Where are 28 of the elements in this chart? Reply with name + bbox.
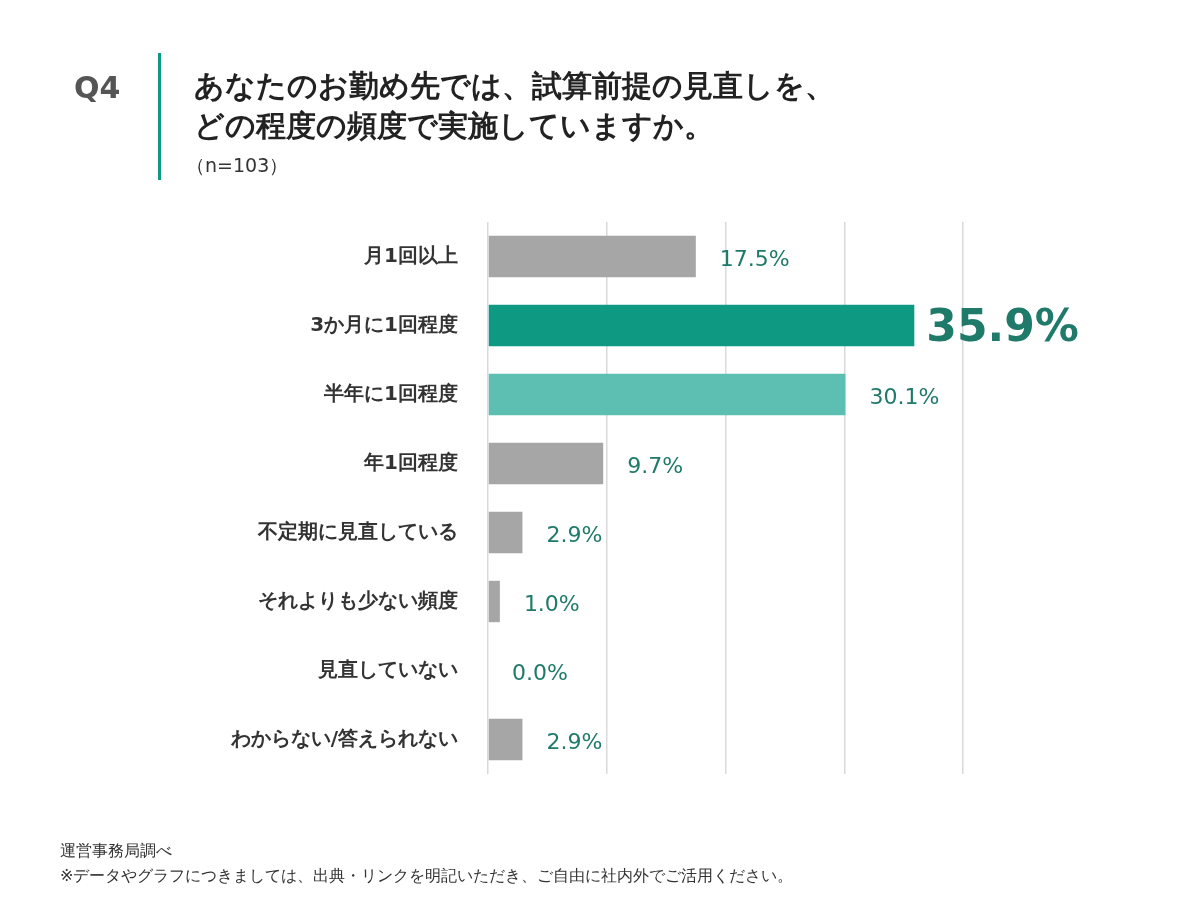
text: （n=103） xyxy=(186,153,289,178)
text: Q4 xyxy=(74,70,121,105)
y-tick-label: 見直していない xyxy=(317,656,458,681)
data-label: 17.5% xyxy=(719,246,790,272)
chart-title: あなたのお勤め先では、試算前提の見直しを、どの程度の頻度で実施していますか。 xyxy=(194,67,836,145)
data-label: 1.0% xyxy=(523,591,580,617)
y-tick-label: 半年に1回程度 xyxy=(323,380,458,405)
y-tick-label: 不定期に見直している xyxy=(257,518,458,543)
data-label: 35.9% xyxy=(926,299,1079,351)
bar xyxy=(488,373,846,416)
data-label: 0.0% xyxy=(512,660,568,686)
bar xyxy=(488,442,604,485)
text: 運営事務局調べ xyxy=(60,840,173,862)
y-tick-label: わからない/答えられない xyxy=(229,725,458,750)
y-tick-label: それよりも少ない頻度 xyxy=(258,587,458,612)
data-label: 9.7% xyxy=(627,453,684,479)
bar xyxy=(488,511,523,554)
data-label: 30.1% xyxy=(869,384,940,410)
y-tick-label: 月1回以上 xyxy=(363,242,458,267)
y-tick-label: 年1回程度 xyxy=(363,449,458,474)
bar xyxy=(488,304,915,347)
text: ※データやグラフにつきましては、出典・リンクを明記いただき、ご自由に社内外でご活用ください。 xyxy=(60,865,794,887)
data-label: 2.9% xyxy=(546,729,603,755)
bar xyxy=(488,580,500,623)
y-tick-label: 3か月に1回程度 xyxy=(310,311,458,336)
bar xyxy=(488,235,696,278)
data-label: 2.9% xyxy=(546,522,603,548)
bar xyxy=(488,718,523,761)
